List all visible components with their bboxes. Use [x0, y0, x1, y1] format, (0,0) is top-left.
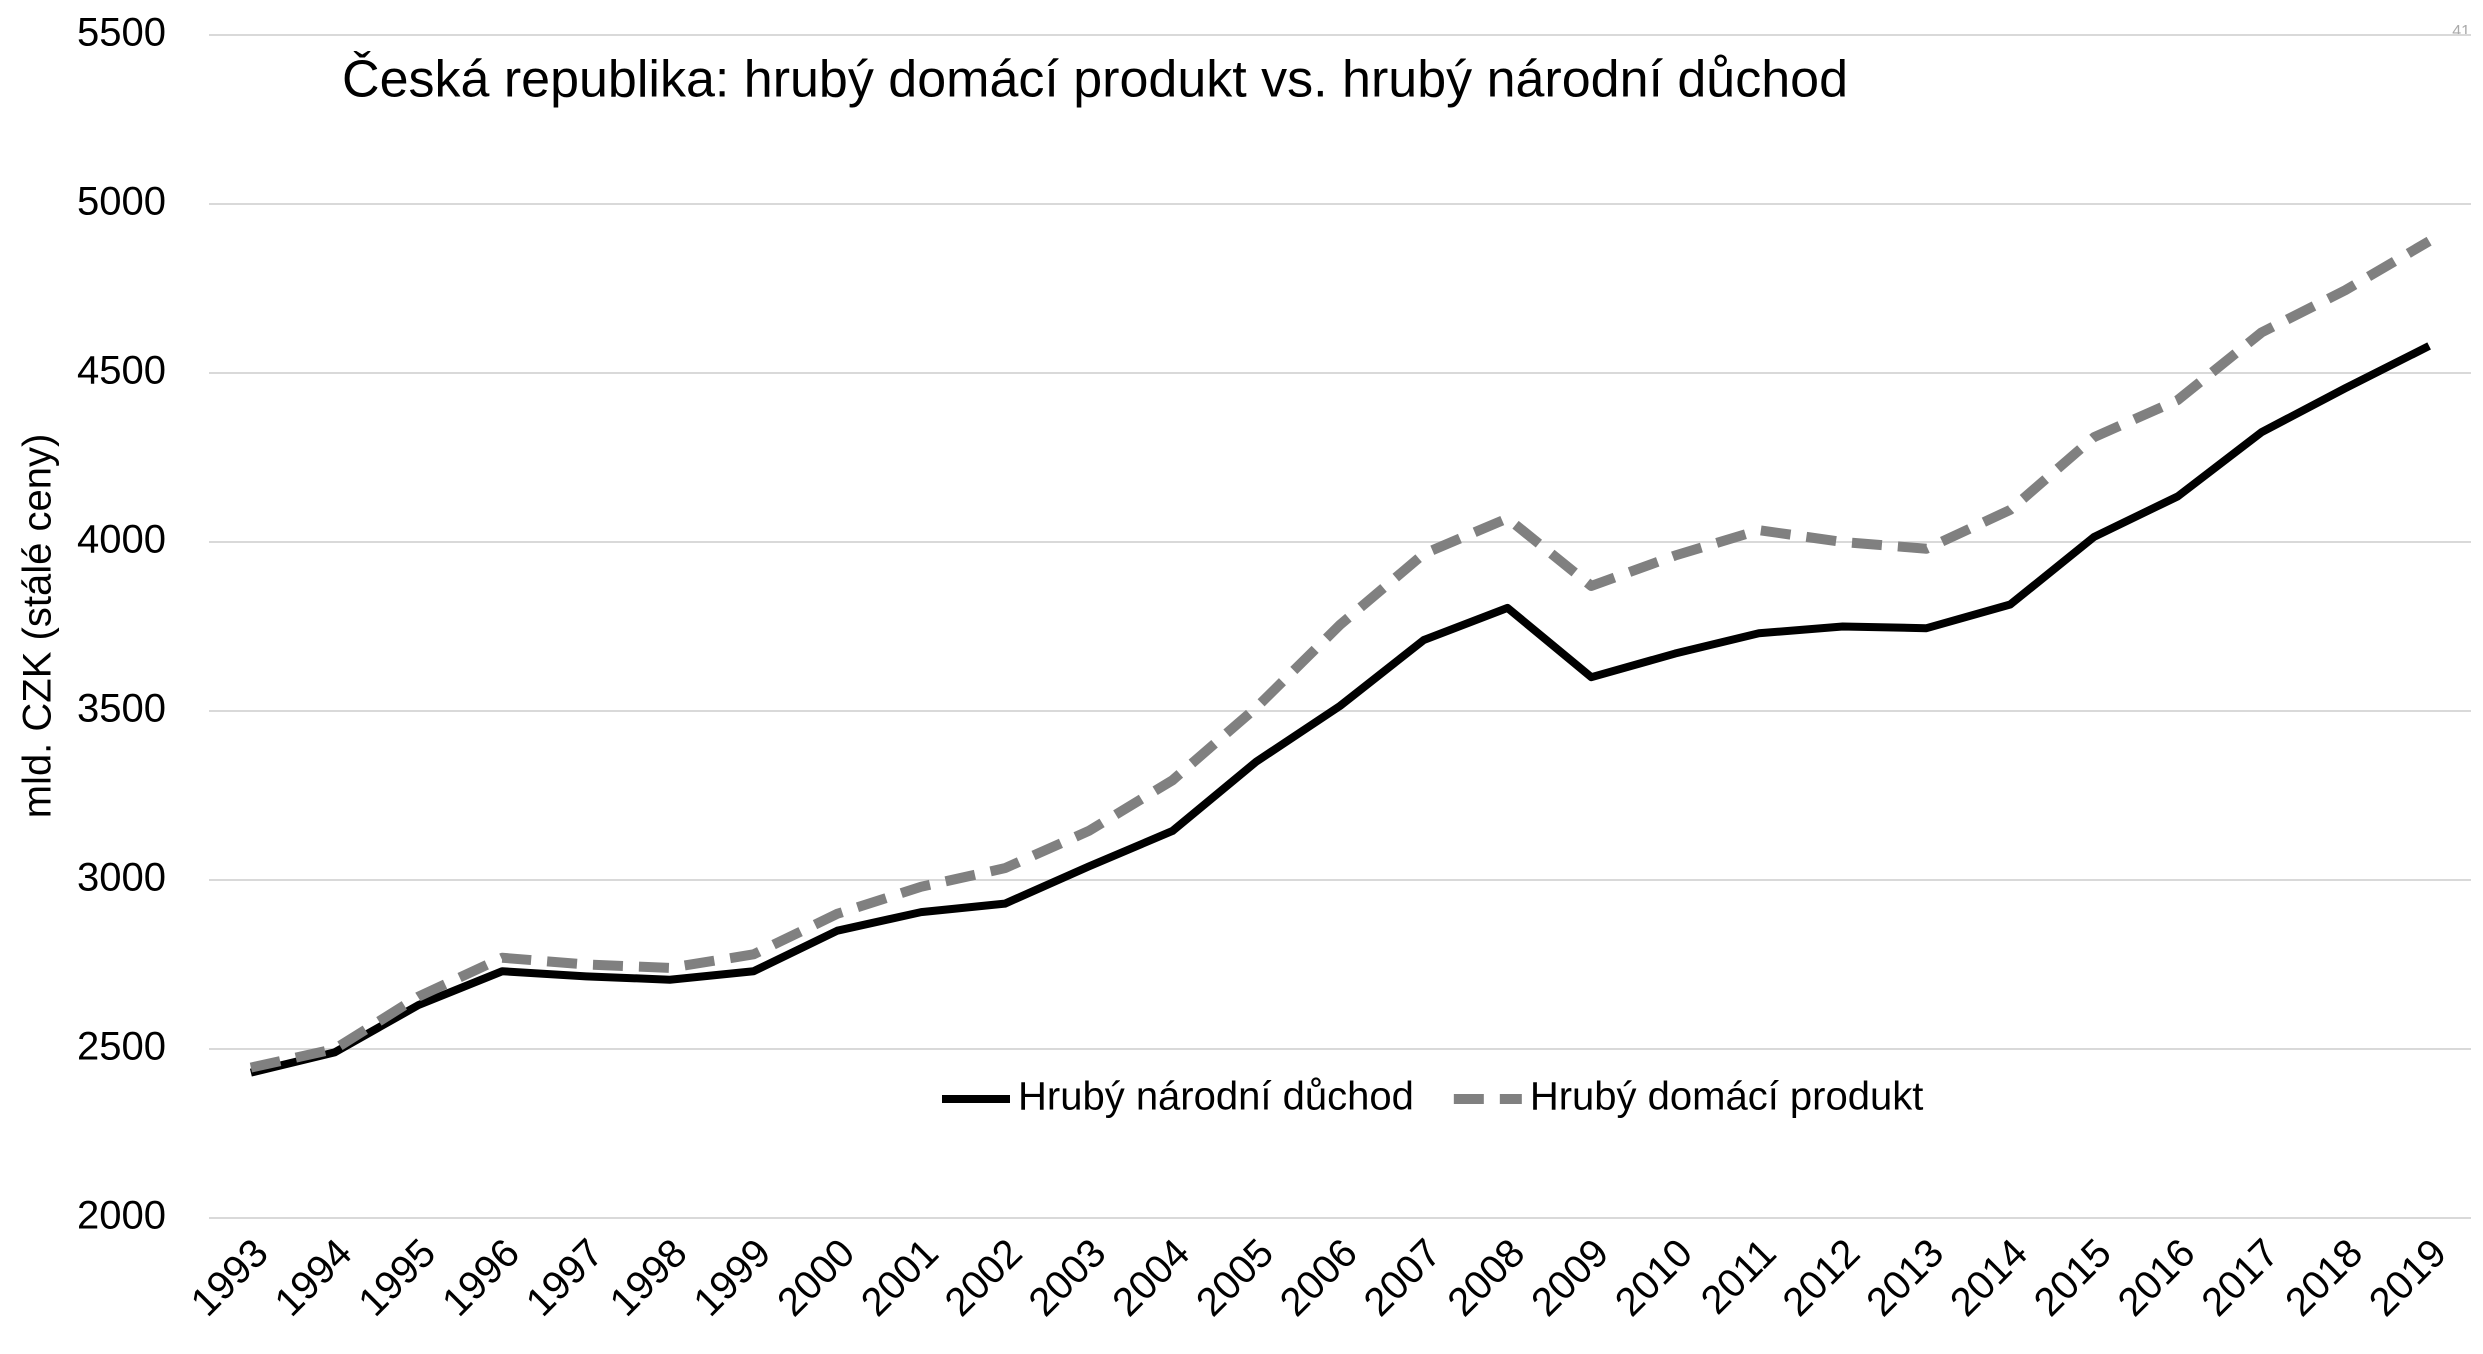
- x-tick-label: 2006: [1272, 1231, 1366, 1325]
- y-tick-label: 4000: [77, 518, 166, 562]
- x-tick-label: 2009: [1523, 1231, 1617, 1325]
- x-tick-label: 2008: [1439, 1231, 1533, 1325]
- x-tick-label: 2004: [1104, 1231, 1198, 1325]
- x-tick-label: 2007: [1356, 1231, 1450, 1325]
- x-tick-label: 2015: [2026, 1231, 2120, 1325]
- x-tick-label: 1998: [602, 1231, 696, 1325]
- y-tick-label: 3000: [77, 856, 166, 900]
- y-tick-label: 3500: [77, 687, 166, 731]
- x-tick-label: 2003: [1020, 1231, 1114, 1325]
- y-tick-label: 2000: [77, 1194, 166, 1238]
- chart-title: Česká republika: hrubý domácí produkt vs…: [342, 51, 1848, 109]
- x-tick-label: 2017: [2193, 1231, 2287, 1325]
- x-tick-label: 1994: [266, 1231, 360, 1325]
- data-line: [249, 342, 2431, 1077]
- x-tick-label: 2014: [1942, 1231, 2036, 1325]
- x-tick-label: 2000: [769, 1231, 863, 1325]
- page-number: 41: [2452, 23, 2470, 40]
- x-tick-label: 2018: [2277, 1231, 2371, 1325]
- x-tick-label: 2019: [2361, 1231, 2455, 1325]
- x-tick-label: 2011: [1693, 1231, 1785, 1323]
- x-tick-label: 1993: [183, 1231, 277, 1325]
- data-line: [249, 236, 2432, 1073]
- legend-label: Hrubý národní důchod: [1018, 1075, 1414, 1119]
- x-tick-label: 2012: [1774, 1231, 1868, 1325]
- y-tick-label: 2500: [77, 1025, 166, 1069]
- x-tick-label: 2010: [1607, 1231, 1701, 1325]
- y-axis-label: mld. CZK (stálé ceny): [16, 434, 60, 819]
- legend-label: Hrubý domácí produkt: [1530, 1075, 1924, 1119]
- x-tick-label: 1995: [350, 1231, 444, 1325]
- x-tick-label: 1999: [685, 1231, 779, 1325]
- x-tick-label: 2016: [2110, 1231, 2204, 1325]
- x-tick-label: 2002: [937, 1231, 1031, 1325]
- y-tick-label: 5000: [77, 180, 166, 224]
- x-tick-label: 2001: [853, 1231, 947, 1325]
- x-tick-label: 1997: [518, 1231, 612, 1325]
- y-tick-label: 4500: [77, 349, 166, 393]
- x-tick-label: 2013: [1858, 1231, 1952, 1325]
- x-tick-label: 1996: [434, 1231, 528, 1325]
- x-tick-label: 2005: [1188, 1231, 1282, 1325]
- y-tick-label: 5500: [77, 11, 166, 55]
